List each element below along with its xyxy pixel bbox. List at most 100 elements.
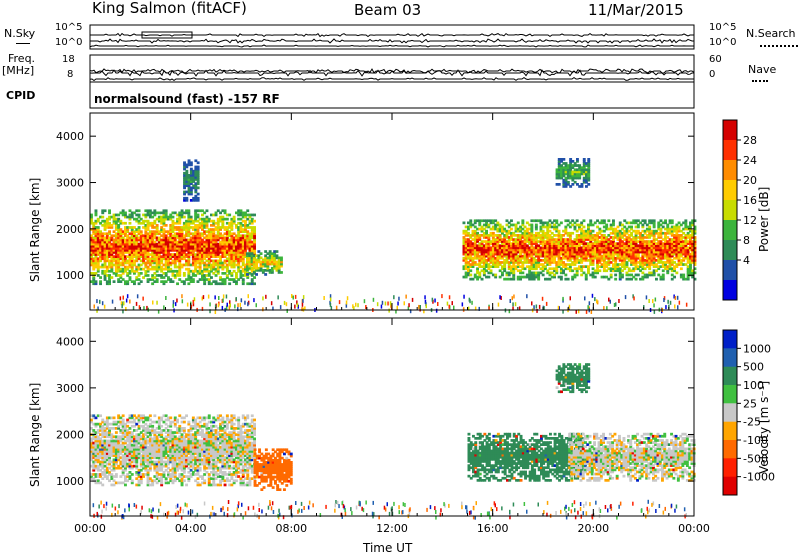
heatmap-cell — [679, 234, 683, 237]
heatmap-cell — [135, 269, 139, 273]
heatmap-cell — [562, 242, 565, 245]
heatmap-cell — [232, 269, 236, 273]
heatmap-cell — [176, 259, 179, 263]
heatmap-cell — [607, 242, 611, 245]
heatmap-cell — [568, 225, 572, 229]
heatmap-cell — [673, 252, 676, 256]
heatmap-cell — [270, 266, 274, 270]
heatmap-cell — [171, 211, 175, 215]
heatmap-cell — [657, 227, 661, 231]
heatmap-cell — [691, 248, 695, 252]
heatmap-cell — [99, 445, 102, 449]
heatmap-cell — [194, 228, 198, 231]
heatmap-cell — [346, 296, 349, 301]
heatmap-cell — [650, 252, 654, 256]
heatmap-cell — [92, 422, 96, 426]
heatmap-cell — [689, 259, 692, 262]
heatmap-cell — [125, 307, 127, 311]
heatmap-cell — [557, 261, 561, 264]
heatmap-cell — [498, 261, 502, 264]
heatmap-cell — [532, 273, 536, 277]
heatmap-cell — [380, 304, 383, 309]
heatmap-cell — [137, 263, 141, 267]
heatmap-cell — [122, 295, 124, 300]
heatmap-cell — [514, 229, 518, 233]
heatmap-cell — [153, 226, 157, 229]
heatmap-cell — [128, 278, 132, 281]
heatmap-cell — [144, 224, 148, 227]
heatmap-cell — [471, 256, 475, 260]
heatmap-cell — [219, 265, 222, 269]
heatmap-cell — [505, 261, 509, 264]
heatmap-cell — [573, 252, 577, 256]
heatmap-cell — [124, 249, 127, 252]
heatmap-cell — [121, 443, 125, 447]
heatmap-cell — [573, 254, 577, 258]
heatmap-cell — [110, 445, 114, 449]
heatmap-cell — [652, 263, 656, 266]
heatmap-cell — [203, 263, 207, 267]
heatmap-cell — [539, 254, 543, 258]
heatmap-cell — [176, 236, 179, 240]
heatmap-cell — [210, 244, 213, 248]
heatmap-cell — [196, 265, 200, 269]
heatmap-cell — [114, 253, 118, 256]
heatmap-cell — [643, 250, 647, 254]
heatmap-cell — [589, 244, 593, 248]
heatmap-cell — [612, 254, 615, 258]
heatmap-cell — [210, 213, 213, 217]
heatmap-cell — [237, 253, 241, 256]
heatmap-cell — [614, 273, 618, 277]
heatmap-cell — [580, 242, 584, 245]
heatmap-cell — [516, 238, 520, 241]
heatmap-cell — [566, 277, 570, 281]
heatmap-cell — [135, 234, 139, 238]
heatmap-cell — [169, 240, 173, 244]
heatmap-cell — [467, 250, 470, 254]
heatmap-cell — [96, 232, 100, 236]
heatmap-cell — [541, 234, 545, 237]
heatmap-cell — [103, 247, 107, 250]
heatmap-cell — [471, 238, 475, 241]
heatmap-cell — [101, 269, 105, 273]
heatmap-cell — [555, 246, 559, 250]
heatmap-cell — [473, 236, 477, 239]
heatmap-cell — [210, 255, 213, 258]
heatmap-cell — [566, 176, 570, 180]
heatmap-cell — [228, 263, 232, 267]
heatmap-cell — [90, 257, 93, 261]
heatmap-cell — [90, 272, 93, 275]
heatmap-cell — [157, 242, 161, 246]
heatmap-cell — [677, 225, 681, 229]
heatmap-cell — [641, 246, 645, 250]
heatmap-cell — [648, 259, 652, 262]
heatmap-cell — [139, 221, 143, 225]
heatmap-cell — [673, 275, 676, 279]
heatmap-cell — [530, 229, 534, 233]
heatmap-cell — [108, 473, 111, 476]
heatmap-cell — [632, 246, 636, 250]
heatmap-cell — [677, 263, 681, 266]
heatmap-cell — [682, 263, 686, 266]
heatmap-cell — [185, 226, 188, 229]
heatmap-cell — [645, 261, 649, 264]
heatmap-cell — [653, 303, 655, 308]
heatmap-cell — [523, 236, 527, 239]
heatmap-cell — [108, 274, 111, 277]
heatmap-cell — [582, 225, 586, 229]
heatmap-cell — [530, 273, 534, 277]
heatmap-cell — [121, 445, 125, 449]
heatmap-cell — [121, 247, 125, 250]
heatmap-cell — [196, 196, 200, 200]
heatmap-cell — [487, 259, 491, 262]
heatmap-cell — [112, 255, 116, 258]
heatmap-cell — [92, 244, 96, 248]
heatmap-cell — [196, 259, 200, 263]
heatmap-cell — [664, 248, 667, 252]
heatmap-cell — [237, 240, 241, 244]
heatmap-cell — [507, 254, 511, 258]
heatmap-cell — [228, 224, 232, 227]
heatmap-cell — [180, 240, 184, 244]
heatmap-cell — [512, 252, 516, 256]
heatmap-cell — [167, 217, 170, 221]
